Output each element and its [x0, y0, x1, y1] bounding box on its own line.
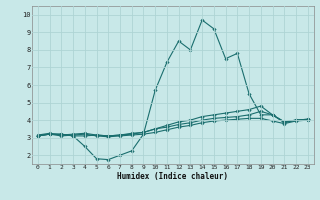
X-axis label: Humidex (Indice chaleur): Humidex (Indice chaleur) — [117, 172, 228, 181]
